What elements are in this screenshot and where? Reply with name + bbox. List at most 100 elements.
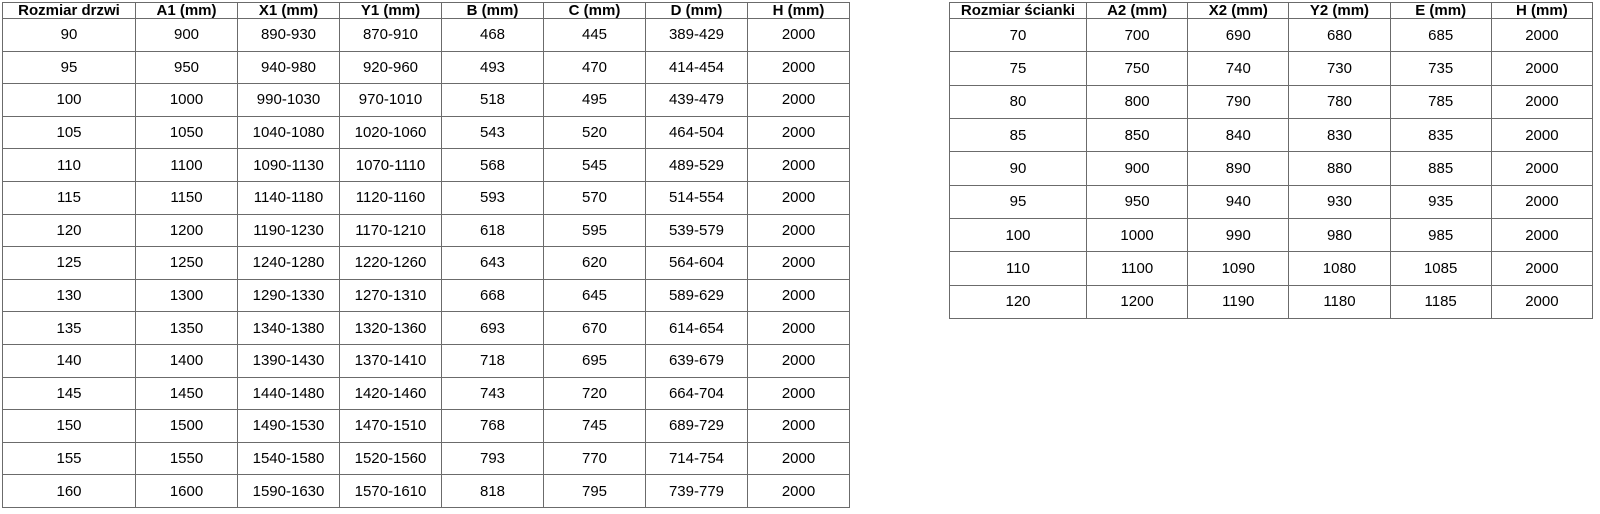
table-cell: 1600	[135, 474, 238, 508]
table-cell: 1450	[135, 376, 238, 411]
table-cell: 439-479	[645, 83, 748, 117]
table-cell: 2000	[747, 18, 850, 52]
table-cell: 620	[543, 246, 646, 280]
table-cell: 2000	[747, 474, 850, 508]
table-cell: 1370-1410	[339, 343, 442, 378]
table-cell: 1300	[135, 278, 238, 313]
table-cell: 980	[1288, 217, 1391, 253]
table-cell: 1150	[135, 180, 238, 215]
table-cell: 125	[2, 246, 136, 280]
table-cell: 714-754	[645, 441, 748, 476]
table-cell: 2000	[747, 376, 850, 411]
table-cell: 730	[1288, 51, 1391, 86]
table-cell: 1470-1510	[339, 409, 442, 443]
table-cell: 818	[441, 474, 544, 508]
table-cell: 700	[1085, 17, 1189, 53]
table-row: 80 800 790 780 785 2000	[949, 84, 1594, 119]
table-cell: 470	[543, 50, 646, 85]
table-cell: 2000	[1490, 284, 1594, 320]
column-header: A1 (mm)	[135, 2, 238, 19]
table-cell: 990-1030	[237, 83, 340, 117]
header-row: Rozmiar drzwi A1 (mm) X1 (mm) Y1 (mm) B (mm)…	[2, 2, 850, 19]
table-cell: 689-729	[645, 409, 748, 443]
table-cell: 160	[2, 474, 136, 508]
table-cell: 950	[1085, 184, 1189, 219]
table-cell: 690	[1187, 17, 1290, 53]
table-cell: 1100	[135, 148, 238, 182]
table-cell: 75	[949, 51, 1087, 86]
table-cell: 1250	[135, 246, 238, 280]
table-cell: 1085	[1389, 251, 1492, 286]
table-cell: 495	[543, 83, 646, 117]
table-cell: 90	[2, 18, 136, 52]
table-cell: 1590-1630	[237, 474, 340, 508]
table-cell: 2000	[1490, 51, 1594, 86]
table-cell: 539-579	[645, 213, 748, 248]
table-row: 110 1100 1090 1080 1085 2000	[949, 251, 1594, 286]
table-cell: 643	[441, 246, 544, 280]
table-cell: 668	[441, 278, 544, 313]
table-cell: 750	[1085, 51, 1189, 86]
table-cell: 1490-1530	[237, 409, 340, 443]
table-cell: 770	[543, 441, 646, 476]
table-cell: 950	[135, 50, 238, 85]
table-cell: 745	[543, 409, 646, 443]
table-cell: 493	[441, 50, 544, 85]
table-cell: 110	[2, 148, 136, 182]
table-row: 135 1350 1340-1380 1320-1360 693 670 614-654 20…	[2, 311, 850, 345]
column-header: Rozmiar drzwi	[2, 2, 136, 19]
table-cell: 685	[1389, 17, 1492, 53]
table-cell: 1200	[1085, 284, 1189, 320]
table-cell: 614-654	[645, 311, 748, 345]
column-header: E (mm)	[1389, 2, 1492, 19]
table-cell: 2000	[747, 311, 850, 345]
table-cell: 800	[1085, 84, 1189, 119]
table-cell: 680	[1288, 17, 1391, 53]
table-cell: 85	[949, 117, 1087, 153]
table-cell: 780	[1288, 84, 1391, 119]
table-cell: 1170-1210	[339, 213, 442, 248]
door-size-table: Rozmiar drzwi A1 (mm) X1 (mm) Y1 (mm) B (mm)…	[2, 2, 850, 508]
table-row: 125 1250 1240-1280 1220-1260 643 620 564-604 20…	[2, 246, 850, 280]
table-cell: 835	[1389, 117, 1492, 153]
table-cell: 2000	[747, 441, 850, 476]
table-cell: 935	[1389, 184, 1492, 219]
table-cell: 695	[543, 343, 646, 378]
table-row: 145 1450 1440-1480 1420-1460 743 720 664-704 20…	[2, 376, 850, 411]
table-cell: 2000	[1490, 117, 1594, 153]
table-cell: 1120-1160	[339, 180, 442, 215]
table-cell: 2000	[747, 180, 850, 215]
table-row: 160 1600 1590-1630 1570-1610 818 795 739-779 20…	[2, 474, 850, 508]
table-cell: 1185	[1389, 284, 1492, 320]
column-header: Y1 (mm)	[339, 2, 442, 19]
table-row: 95 950 940 930 935 2000	[949, 184, 1594, 219]
table-cell: 589-629	[645, 278, 748, 313]
table-cell: 105	[2, 115, 136, 150]
table-cell: 850	[1085, 117, 1189, 153]
table-cell: 2000	[747, 213, 850, 248]
column-header: Y2 (mm)	[1288, 2, 1391, 19]
table-row: 100 1000 990-1030 970-1010 518 495 439-479 2000	[2, 83, 850, 117]
table-cell: 1540-1580	[237, 441, 340, 476]
table-cell: 520	[543, 115, 646, 150]
table-cell: 568	[441, 148, 544, 182]
table-cell: 930	[1288, 184, 1391, 219]
table-cell: 885	[1389, 151, 1492, 186]
column-header: X2 (mm)	[1187, 2, 1290, 19]
table-cell: 840	[1187, 117, 1290, 153]
table-cell: 110	[949, 251, 1087, 286]
table-cell: 1190	[1187, 284, 1290, 320]
wall-panel-size-table: Rozmiar ścianki A2 (mm) X2 (mm) Y2 (mm) E (m…	[949, 2, 1594, 320]
table-cell: 593	[441, 180, 544, 215]
table-row: 120 1200 1190-1230 1170-1210 618 595 539-579 20…	[2, 213, 850, 248]
table-cell: 514-554	[645, 180, 748, 215]
table-row: 75 750 740 730 735 2000	[949, 51, 1594, 86]
column-header: B (mm)	[441, 2, 544, 19]
table-cell: 1520-1560	[339, 441, 442, 476]
table-cell: 1020-1060	[339, 115, 442, 150]
table-cell: 1090-1130	[237, 148, 340, 182]
table-cell: 735	[1389, 51, 1492, 86]
table-cell: 1400	[135, 343, 238, 378]
table-row: 115 1150 1140-1180 1120-1160 593 570 514-554 20…	[2, 180, 850, 215]
